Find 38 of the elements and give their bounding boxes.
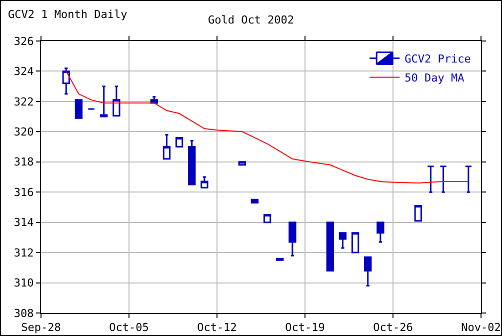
chart-title: Gold Oct 2002 — [208, 14, 294, 27]
candlestick — [188, 140, 196, 186]
chart-subtitle: GCV2 1 Month Daily — [8, 8, 128, 21]
candlestick — [162, 134, 171, 160]
candlestick — [338, 232, 347, 249]
candlestick — [288, 222, 296, 256]
x-tick-label: Oct-19 — [285, 321, 325, 334]
candlestick — [326, 222, 334, 272]
legend-label: 50 Day MA — [404, 72, 465, 85]
y-tick-label: 308 — [14, 306, 34, 320]
candlestick — [364, 256, 372, 287]
y-tick-label: 316 — [14, 186, 34, 199]
x-tick-label: Nov-02 — [461, 321, 501, 334]
x-tick-label: Oct-26 — [373, 321, 413, 334]
x-tick-label: Sep-28 — [21, 321, 61, 334]
y-tick-label: 318 — [14, 156, 34, 169]
candlestick — [464, 166, 472, 193]
candlestick — [376, 222, 384, 243]
candlestick — [200, 176, 208, 188]
x-tick-label: Oct-05 — [109, 321, 149, 334]
candlestick — [351, 232, 360, 254]
x-tick-label: Oct-12 — [197, 321, 237, 334]
y-tick-label: 314 — [14, 216, 34, 230]
legend-label: GCV2 Price — [404, 52, 471, 66]
candlestick — [100, 86, 108, 118]
candlestick — [62, 67, 70, 95]
candlestick — [426, 166, 435, 193]
candlestick — [74, 99, 83, 119]
y-tick-label: 320 — [14, 126, 34, 139]
candlestick — [414, 204, 422, 222]
y-tick-label: 322 — [14, 95, 34, 108]
candlestick — [112, 86, 120, 117]
y-tick-label: 326 — [14, 34, 34, 48]
y-tick-label: 312 — [14, 246, 34, 260]
candlestick — [439, 166, 448, 193]
y-tick-label: 324 — [14, 65, 34, 78]
y-tick-label: 310 — [14, 276, 34, 290]
line-series — [66, 70, 469, 184]
